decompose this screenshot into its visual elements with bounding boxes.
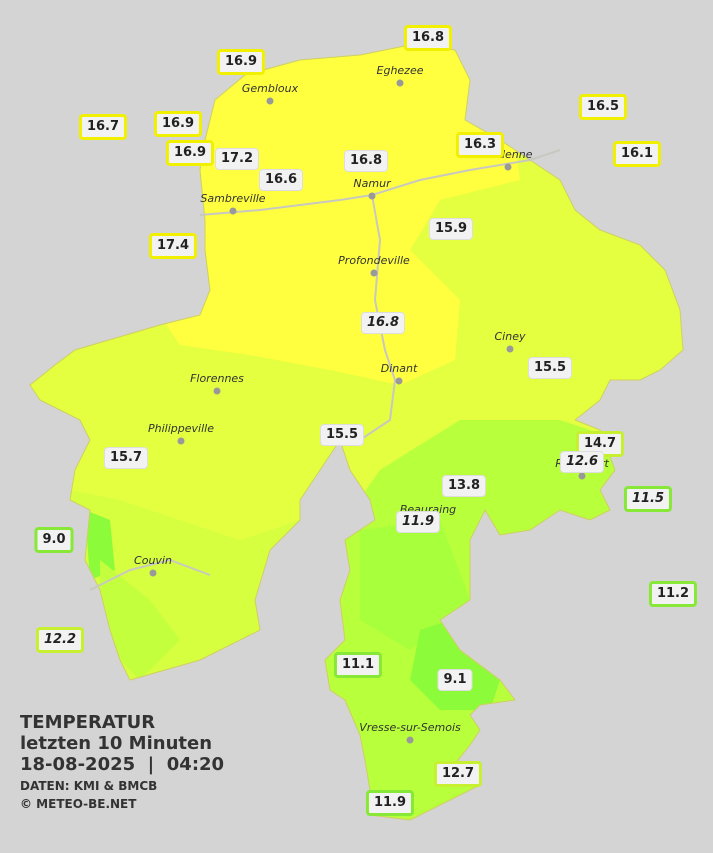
station-label: 17.2: [214, 148, 260, 170]
city-name: Couvin: [134, 554, 172, 567]
station-label: 12.7: [433, 761, 483, 787]
city-dot: [406, 736, 414, 744]
legend-title: TEMPERATUR: [20, 712, 156, 733]
station-label: 16.9: [216, 49, 266, 75]
station-label: 9.1: [437, 669, 473, 691]
city-dot: [504, 163, 512, 171]
city-name: Gembloux: [241, 82, 299, 95]
city-name: Namur: [353, 177, 391, 190]
station-label: 16.8: [360, 312, 406, 334]
city-dot: [149, 569, 157, 577]
station-label: 16.8: [403, 25, 453, 51]
station-label: 11.9: [395, 511, 441, 533]
city-dot: [395, 377, 403, 385]
station-label: 11.9: [365, 790, 415, 816]
station-label: 12.6: [559, 451, 605, 473]
river: [89, 558, 211, 591]
river: [359, 194, 397, 441]
station-label: 16.9: [165, 140, 215, 166]
city-name: Vresse-sur-Semois: [359, 721, 461, 734]
station-label: 11.5: [623, 486, 673, 512]
city-name: Eghezee: [376, 64, 424, 77]
station-label: 14.7: [575, 431, 625, 457]
station-label: 15.9: [428, 218, 474, 240]
legend-copyright: © METEO-BE.NET: [20, 797, 137, 811]
city-name: Dinant: [380, 362, 418, 375]
legend-subtitle: letzten 10 Minuten: [20, 733, 213, 754]
legend-source: DATEN: KMI & BMCB: [20, 779, 158, 793]
station-label: 15.5: [527, 357, 573, 379]
station-label: 17.4: [148, 233, 198, 259]
city-dot: [506, 345, 514, 353]
station-label: 16.8: [343, 150, 389, 172]
city-dot: [370, 269, 378, 277]
city-name: Philippeville: [148, 422, 214, 435]
station-label: 16.6: [258, 169, 304, 191]
station-label: 9.0: [34, 527, 74, 553]
city-dot: [578, 472, 586, 480]
city-dot: [396, 79, 404, 87]
legend-datetime: 18-08-2025 | 04:20: [20, 754, 225, 775]
station-label: 11.2: [648, 581, 698, 607]
station-label: 16.9: [153, 111, 203, 137]
station-label: 16.5: [578, 94, 628, 120]
city-dot: [213, 387, 221, 395]
station-label: 16.3: [455, 132, 505, 158]
station-label: 16.1: [612, 141, 662, 167]
station-label: 15.7: [103, 447, 149, 469]
station-label: 15.5: [319, 424, 365, 446]
legend: TEMPERATUR letzten 10 Minuten 18-08-2025…: [20, 712, 224, 811]
station-label: 13.8: [441, 475, 487, 497]
city-name: Ciney: [494, 330, 526, 343]
city-dot: [368, 192, 376, 200]
city-dot: [266, 97, 274, 105]
city-dot: [229, 207, 237, 215]
city-name: Sambreville: [200, 192, 266, 205]
city-name: Florennes: [190, 372, 244, 385]
station-label: 12.2: [35, 627, 85, 653]
station-label: 16.7: [78, 114, 128, 140]
city-dot: [177, 437, 185, 445]
station-label: 11.1: [333, 652, 383, 678]
city-name: Profondeville: [338, 254, 410, 267]
